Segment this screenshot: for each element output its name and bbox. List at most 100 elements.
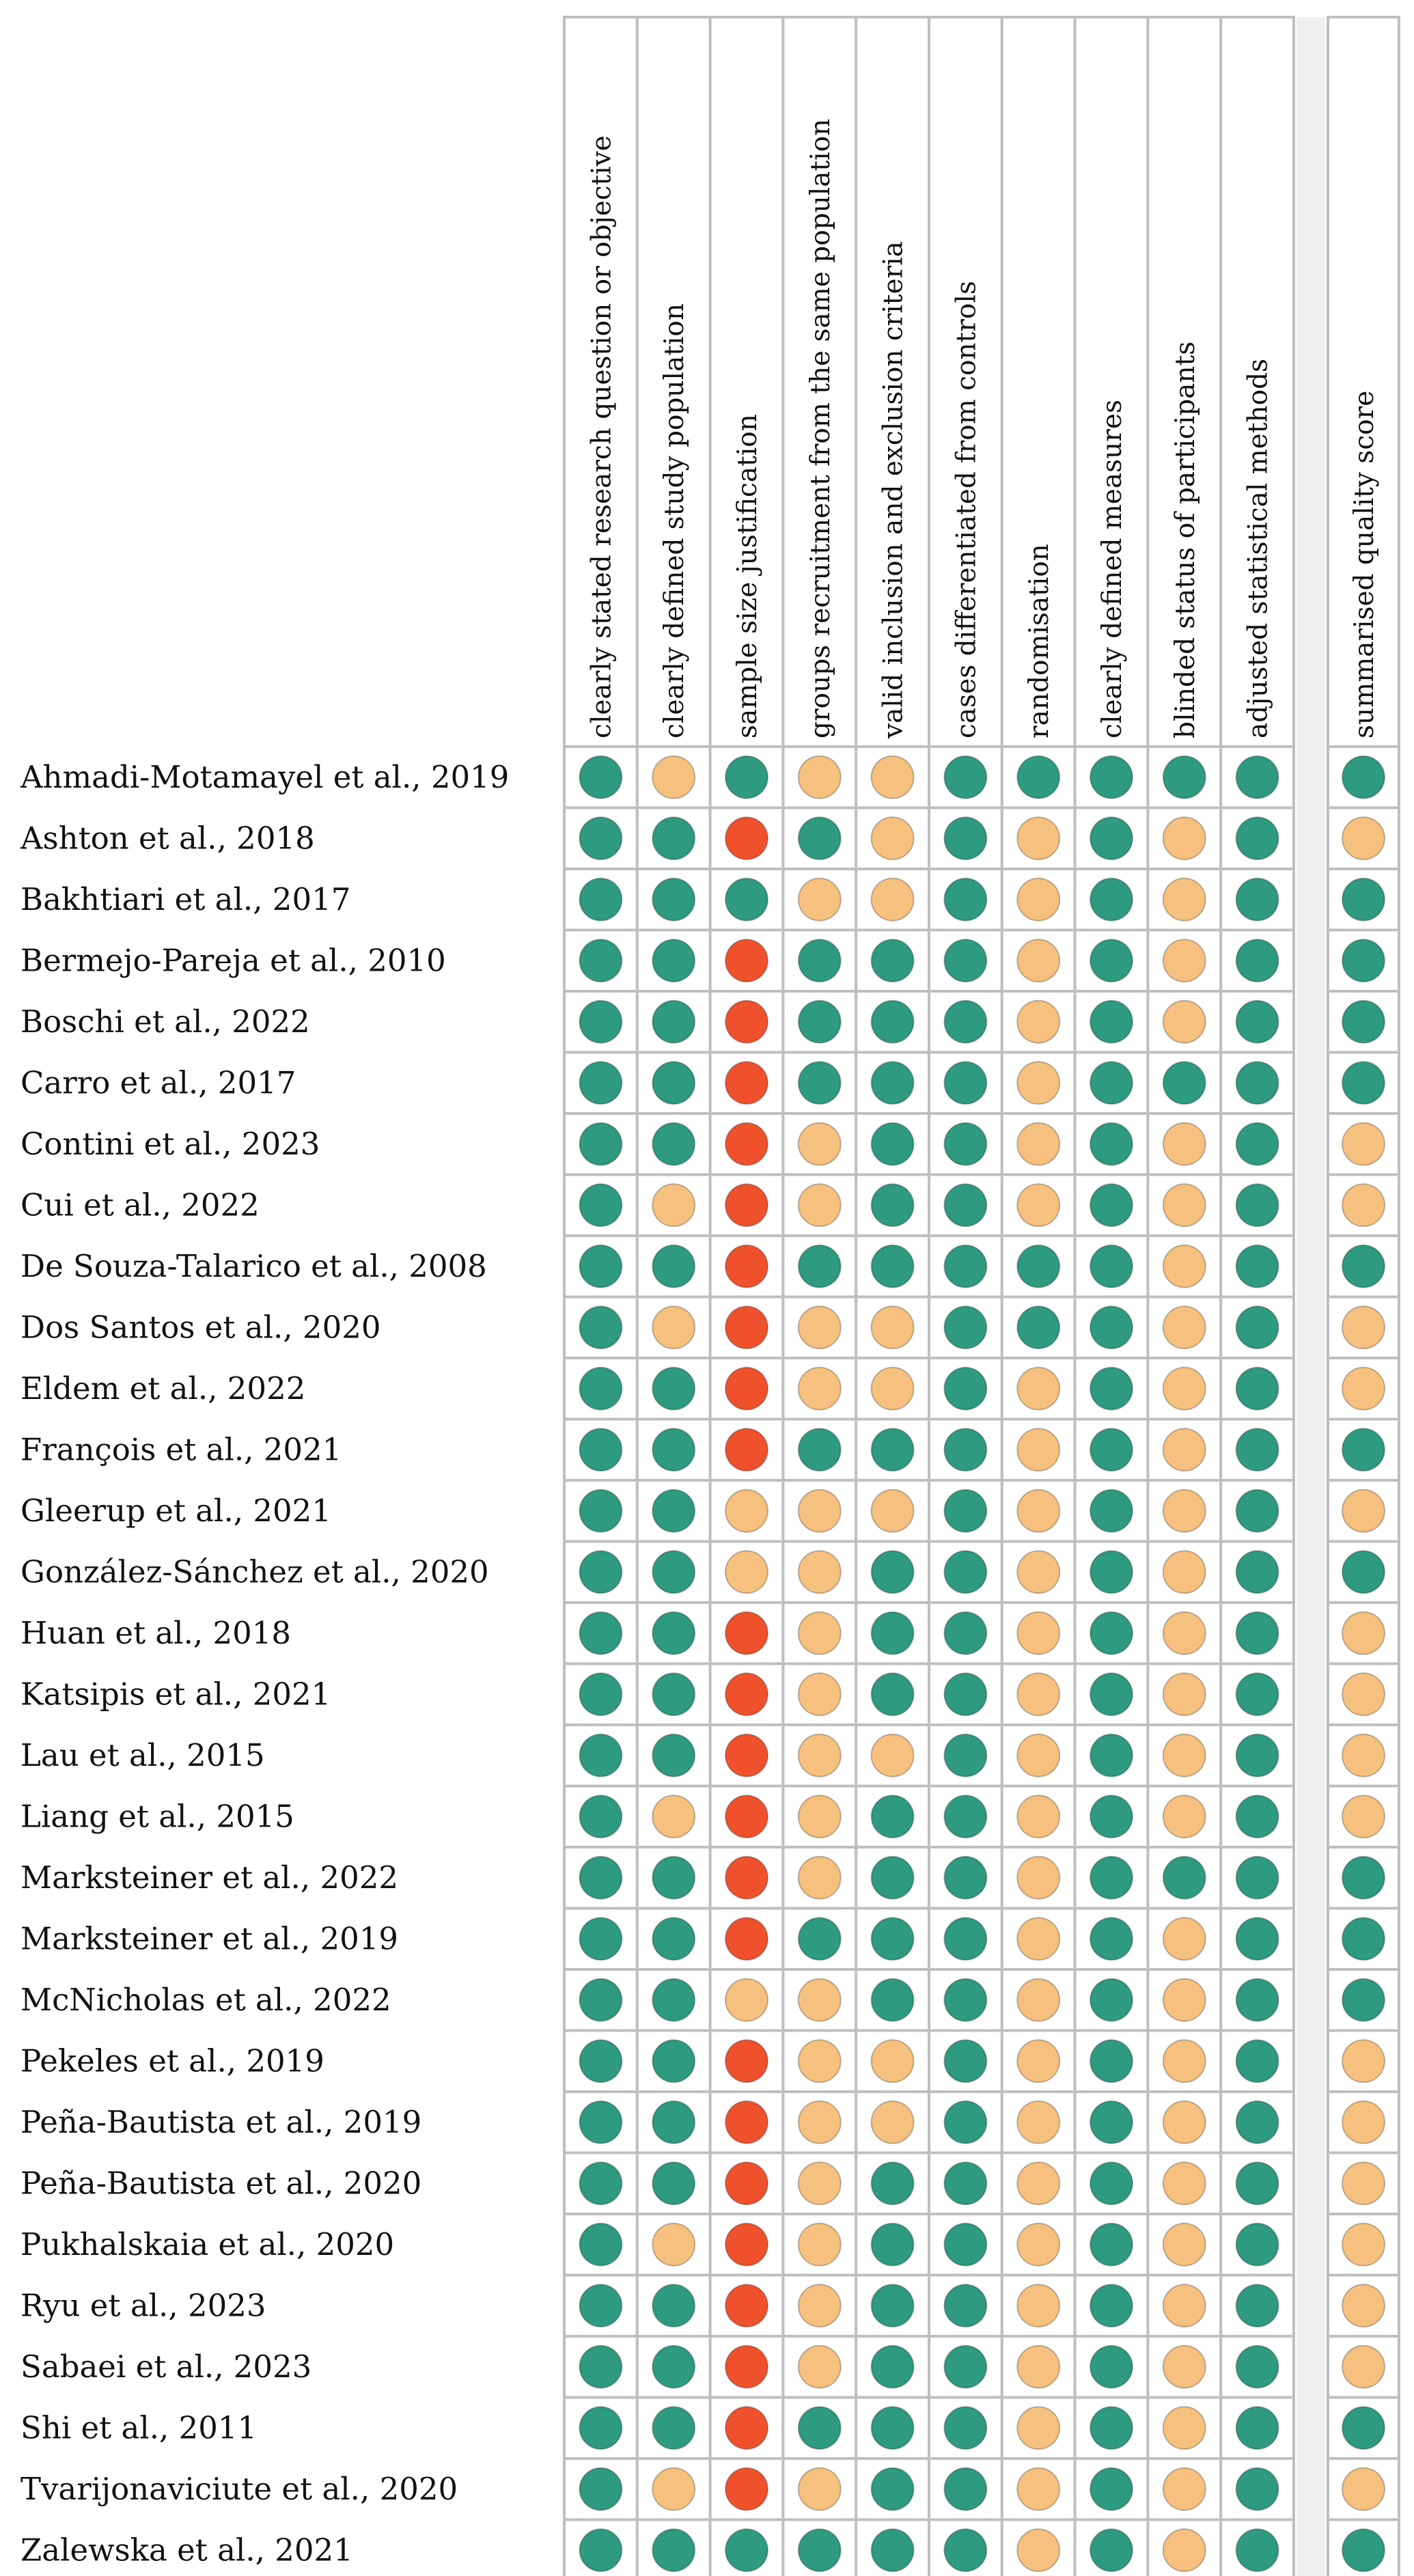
column-header-label: clearly defined measures [1097,400,1128,738]
rating-dot [579,999,623,1044]
rating-dot [1235,1244,1279,1288]
rating-dot [1090,939,1133,983]
header-cell [708,16,785,748]
rating-dot [870,2100,915,2144]
rating-dot [579,1366,623,1411]
rating-dot [725,1795,768,1839]
rating-dot [1016,1366,1061,1411]
rating-dot [797,1672,842,1717]
rating-dot [870,816,915,861]
rating-dot [579,1061,623,1105]
rating-dot [1162,1244,1206,1288]
rating-dot [579,1611,623,1655]
rating-dot [1235,2344,1279,2389]
rating-dot [1016,2222,1061,2267]
rating-dot [1090,2344,1133,2389]
summary-dot [1342,1978,1385,2022]
rating-dot [943,1795,988,1839]
rating-dot [579,2222,623,2267]
header-cell [1073,16,1150,748]
rating-dot [1090,2222,1133,2267]
column-separator [1297,17,1325,2576]
rating-dot [1016,1183,1061,1228]
header-cell [563,16,639,748]
rating-dot [943,2406,988,2450]
rating-dot [725,877,768,922]
summary-dot [1342,999,1385,1044]
rating-dot [1016,999,1061,1044]
rating-dot [943,1550,988,1594]
rating-dot [943,2100,988,2144]
rating-dot [1090,1672,1133,1717]
rating-dot [1162,1611,1206,1655]
summary-dot [1342,1488,1385,1533]
rating-dot [725,1305,768,1350]
rating-dot [1016,1061,1061,1105]
rating-dot [1016,1488,1061,1533]
rating-dot [579,2467,623,2511]
rating-dot [797,2222,842,2267]
rating-dot [579,2284,623,2328]
column-header-label: blinded status of participants [1170,342,1201,738]
rating-dot [870,2467,915,2511]
rating-dot [1162,2467,1206,2511]
rating-dot [797,1550,842,1594]
rating-dot [797,1122,842,1166]
rating-dot [652,1733,696,1777]
summary-dot [1342,1061,1385,1105]
rating-dot [1235,1550,1279,1594]
rating-dot [652,2222,696,2267]
rating-dot [579,1855,623,1900]
rating-dot [1162,1183,1206,1228]
rating-dot [797,1978,842,2022]
rating-dot [652,939,696,983]
rating-dot [652,2406,696,2450]
rating-dot [1235,939,1279,983]
rating-dot [1016,1855,1061,1900]
rating-dot [1162,2528,1206,2573]
rating-dot [725,2161,768,2206]
column-header-label: valid inclusion and exclusion criteria [878,241,909,739]
rating-dot [797,1244,842,1288]
rating-dot [1090,1244,1133,1288]
rating-dot [652,2467,696,2511]
rating-dot [652,2528,696,2573]
rating-dot [725,2528,768,2573]
rating-dot [1090,2284,1133,2328]
study-label: Gleerup et al., 2021 [20,1493,331,1529]
rating-dot [797,1488,842,1533]
rating-dot [870,1122,915,1166]
column-headers: clearly stated research question or obje… [586,119,1380,739]
rating-dot [1235,1183,1279,1228]
rating-dot [1016,2344,1061,2389]
rating-dot [1235,1428,1279,1472]
rating-dot [797,2406,842,2450]
rating-dot [725,1855,768,1900]
study-label: Ashton et al., 2018 [20,820,315,856]
rating-dot [725,2222,768,2267]
rating-dot [725,1183,768,1228]
rating-dot [870,1183,915,1228]
rating-dot [1162,1795,1206,1839]
column-header-label: sample size justification [732,414,763,738]
study-label: Marksteiner et al., 2022 [20,1859,398,1896]
rating-dot [1235,1855,1279,1900]
summary-dot [1342,1611,1385,1655]
rating-dot [943,999,988,1044]
summary-dot [1342,1305,1385,1350]
rating-dot [870,2161,915,2206]
rating-dot [870,2344,915,2389]
summary-dot [1342,1366,1385,1411]
rating-dot [797,2039,842,2083]
rating-dot [1235,1122,1279,1166]
rating-dot [797,2284,842,2328]
rating-dot [1090,1122,1133,1166]
rating-dot [652,816,696,861]
summary-dot [1342,2528,1385,2573]
rating-dot [943,1183,988,1228]
rating-dot [797,2161,842,2206]
rating-dot [943,2467,988,2511]
rating-dot [652,1183,696,1228]
rating-dot [1235,1672,1279,1717]
